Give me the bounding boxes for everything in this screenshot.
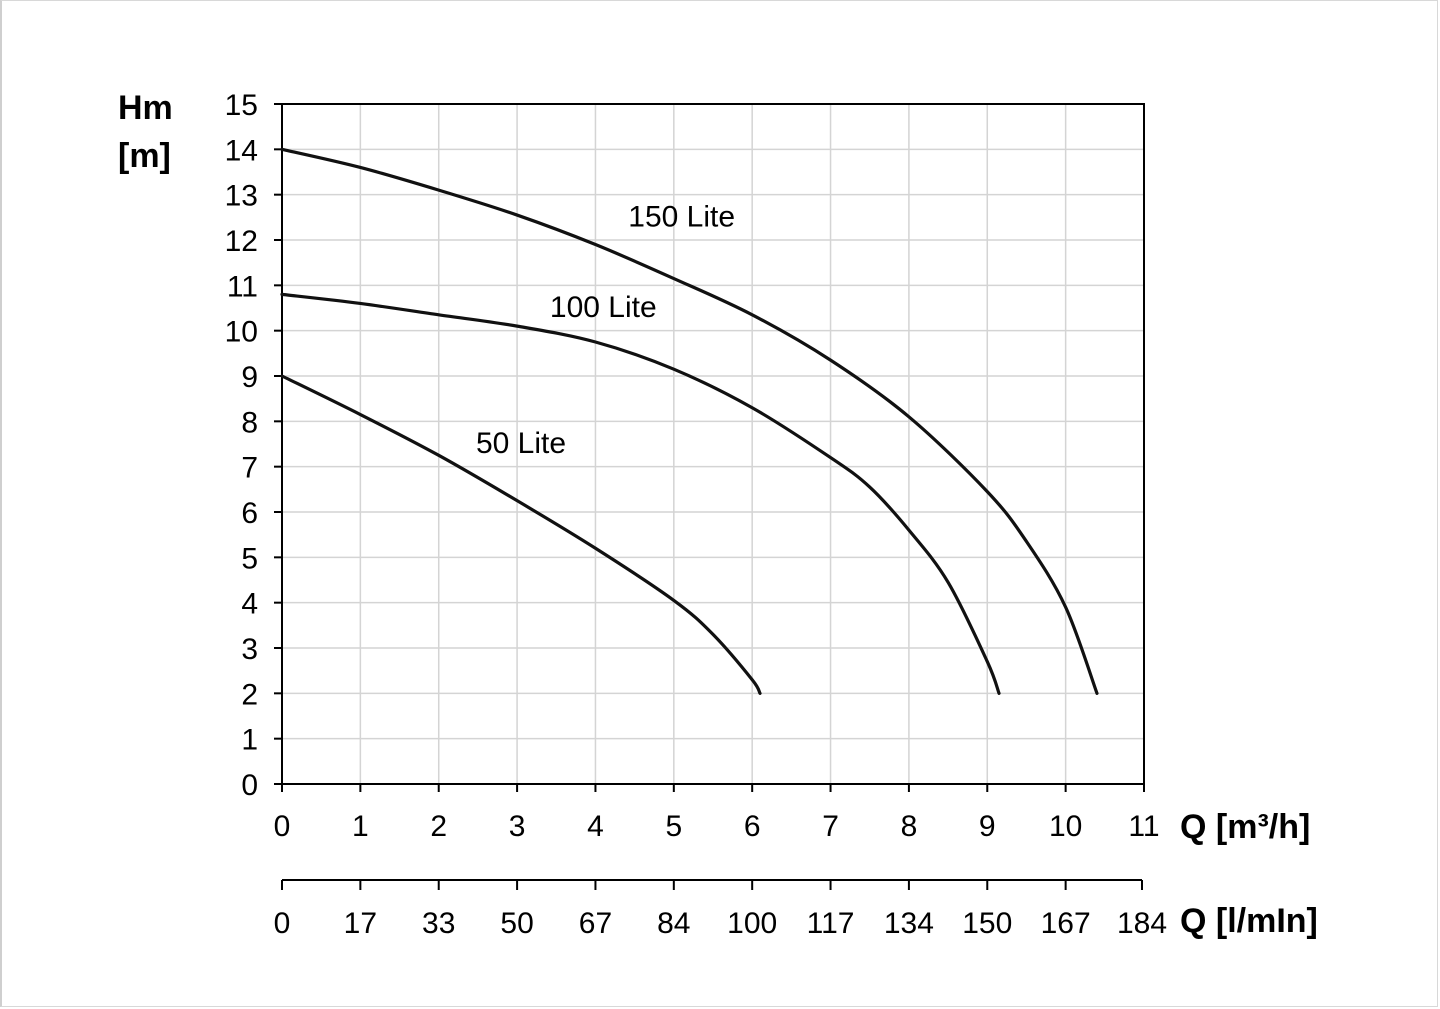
y-axis-label-line1: Hm xyxy=(118,89,173,127)
series-label-100-lite: 100 Lite xyxy=(550,291,657,324)
y-tick-label: 1 xyxy=(241,724,258,757)
secondary-x-tick-label: 117 xyxy=(807,907,855,940)
series-line-150-lite xyxy=(280,147,1099,695)
x-tick-label: 0 xyxy=(274,810,291,843)
series-label-150-lite: 150 Lite xyxy=(628,200,735,233)
y-tick-label: 0 xyxy=(241,769,258,802)
y-tick-label: 13 xyxy=(225,180,258,213)
x-axis-label: Q [m³/h] xyxy=(1180,808,1310,846)
secondary-x-axis-label: Q [l/mIn] xyxy=(1180,902,1318,940)
y-tick-label: 4 xyxy=(241,588,258,621)
x-tick-label: 2 xyxy=(430,810,447,843)
secondary-x-tick-label: 0 xyxy=(274,907,291,940)
x-tick-label: 1 xyxy=(352,810,369,843)
x-tick-label: 10 xyxy=(1049,810,1082,843)
secondary-x-tick-label: 150 xyxy=(962,907,1012,940)
series-line-100-lite xyxy=(280,292,1001,695)
y-tick-label: 3 xyxy=(241,633,258,666)
x-tick-label: 6 xyxy=(744,810,761,843)
secondary-x-tick-label: 100 xyxy=(727,907,777,940)
y-tick-label: 11 xyxy=(227,270,258,303)
y-tick-label: 6 xyxy=(241,497,258,530)
x-tick-label: 9 xyxy=(979,810,996,843)
secondary-x-tick-label: 167 xyxy=(1041,907,1091,940)
secondary-x-tick-label: 184 xyxy=(1117,907,1167,940)
series-lines xyxy=(280,147,1099,695)
y-tick-label: 9 xyxy=(241,361,258,394)
labels: 150 Lite 100 Lite 50 Lite xyxy=(476,200,735,460)
x-tick-label: 5 xyxy=(665,810,682,843)
plot-border xyxy=(281,103,1145,785)
y-tick-label: 15 xyxy=(225,89,258,122)
series-label-50-lite: 50 Lite xyxy=(476,427,566,460)
x-tick-label: 7 xyxy=(822,810,839,843)
secondary-x-tick-label: 17 xyxy=(344,907,377,940)
y-tick-label: 7 xyxy=(241,452,258,485)
y-tick-label: 8 xyxy=(241,406,258,439)
x-tick-label: 11 xyxy=(1128,810,1159,843)
secondary-x-tick-label: 50 xyxy=(500,907,533,940)
secondary-x-tick-label: 67 xyxy=(579,907,612,940)
y-tick-label: 14 xyxy=(225,134,258,167)
y-tick-label: 10 xyxy=(225,316,258,349)
secondary-x-tick-label: 33 xyxy=(422,907,455,940)
x-tick-label: 3 xyxy=(509,810,526,843)
y-tick-label: 12 xyxy=(225,225,258,258)
y-tick-label: 2 xyxy=(241,678,258,711)
secondary-x-tick-label: 134 xyxy=(884,907,934,940)
x-tick-label: 4 xyxy=(587,810,604,843)
x-tick-label: 8 xyxy=(901,810,918,843)
y-tick-label: 5 xyxy=(241,542,258,575)
y-axis-label-line2: [m] xyxy=(118,137,171,175)
secondary-x-tick-label: 84 xyxy=(657,907,690,940)
series-line-50-lite xyxy=(280,374,762,695)
